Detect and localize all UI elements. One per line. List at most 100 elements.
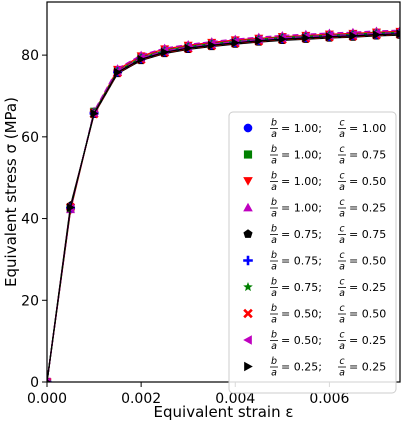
- series-line-10: [47, 33, 400, 382]
- svg-text:b: b: [271, 277, 277, 288]
- legend-marker: [243, 202, 253, 212]
- svg-text:c: c: [339, 250, 345, 261]
- svg-text:b: b: [271, 118, 277, 129]
- legend-c-over-a: = 0.25: [349, 334, 386, 347]
- legend-b-over-a: = 1.00;: [281, 149, 322, 162]
- legend-label: ba = 0.50; ca = 0.50: [270, 303, 386, 326]
- legend-marker: [243, 150, 253, 159]
- y-tick-label: 40: [21, 212, 39, 228]
- legend-marker: [243, 229, 253, 238]
- svg-text:b: b: [271, 171, 277, 182]
- legend-marker: [243, 177, 253, 186]
- data-point: [231, 38, 240, 48]
- legend-item: ba = 0.75; ca = 0.75: [243, 224, 386, 246]
- y-tick-label: 80: [21, 48, 39, 64]
- svg-text:c: c: [339, 197, 345, 208]
- legend-c-over-a: = 0.25: [349, 281, 386, 294]
- x-tick-label: 0.004: [215, 391, 255, 407]
- legend-label: ba = 1.00; ca = 0.50: [270, 171, 386, 193]
- svg-text:b: b: [271, 224, 277, 235]
- data-point: [396, 29, 400, 39]
- legend-marker: [243, 255, 253, 266]
- legend-marker: [243, 123, 253, 133]
- data-point: [90, 109, 99, 119]
- legend-c-over-a: = 0.75: [349, 228, 386, 241]
- legend-b-over-a: = 1.00;: [281, 202, 322, 215]
- y-axis-label: Equivalent stress σ (MPa): [2, 97, 20, 287]
- svg-text:a: a: [339, 262, 345, 273]
- legend-c-over-a: = 0.75: [349, 149, 386, 162]
- legend-item: ba = 1.00; ca = 0.50: [243, 171, 386, 193]
- legend-item: ba = 0.50; ca = 0.50: [243, 303, 386, 326]
- legend-c-over-a: = 0.25: [349, 202, 386, 215]
- legend-b-over-a: = 0.50;: [281, 308, 322, 321]
- x-tick-label: 0.000: [27, 391, 67, 407]
- y-tick-label: 0: [30, 375, 39, 391]
- legend-b-over-a: = 0.50;: [281, 334, 322, 347]
- series-layer: [47, 25, 400, 382]
- legend-label: ba = 0.50; ca = 0.25: [270, 330, 386, 352]
- svg-text:a: a: [271, 235, 277, 246]
- data-point: [255, 36, 264, 46]
- svg-text:a: a: [271, 341, 277, 352]
- legend-b-over-a: = 0.75;: [281, 255, 322, 268]
- svg-text:c: c: [339, 144, 345, 155]
- legend-label: ba = 0.75; ca = 0.75: [270, 224, 386, 246]
- legend-box: [228, 111, 397, 394]
- data-point: [302, 33, 311, 43]
- data-point: [184, 43, 193, 53]
- svg-text:a: a: [271, 182, 277, 193]
- svg-text:b: b: [271, 250, 277, 261]
- plot-frame: [46, 1, 401, 383]
- legend-item: ba = 1.00; ca = 0.25: [243, 197, 386, 220]
- legend-item: ba = 1.00; ca = 1.00: [243, 118, 386, 140]
- svg-text:a: a: [339, 129, 345, 140]
- svg-text:a: a: [271, 262, 277, 273]
- legend-c-over-a: = 0.50: [349, 255, 386, 268]
- legend-b-over-a: = 1.00;: [281, 175, 322, 188]
- data-point: [137, 54, 146, 64]
- legend-b-over-a: = 0.75;: [281, 281, 322, 294]
- legend-label: ba = 0.75; ca = 0.50: [270, 250, 386, 273]
- legend-c-over-a: = 1.00: [349, 122, 386, 135]
- legend-label: ba = 0.25; ca = 0.25: [270, 356, 386, 379]
- y-tick-label: 60: [21, 130, 39, 146]
- svg-text:a: a: [339, 368, 345, 379]
- svg-text:a: a: [339, 315, 345, 326]
- svg-text:c: c: [339, 171, 345, 182]
- data-point: [372, 30, 381, 40]
- svg-text:a: a: [339, 182, 345, 193]
- legend-b-over-a: = 0.75;: [281, 228, 322, 241]
- legend-label: ba = 1.00; ca = 1.00: [270, 118, 386, 140]
- svg-text:a: a: [271, 288, 277, 299]
- series-line-4: [47, 29, 400, 382]
- data-point: [66, 203, 76, 213]
- svg-text:c: c: [339, 118, 345, 129]
- legend-b-over-a: = 1.00;: [281, 122, 322, 135]
- legend-label: ba = 1.00; ca = 0.75: [270, 144, 386, 167]
- data-point: [161, 47, 170, 57]
- x-tick-label: 0.006: [309, 391, 349, 407]
- svg-text:a: a: [271, 209, 277, 220]
- svg-text:c: c: [339, 224, 345, 235]
- data-point: [278, 34, 287, 44]
- legend-c-over-a: = 0.25: [349, 361, 386, 374]
- legend-label: ba = 1.00; ca = 0.25: [270, 197, 386, 220]
- data-point: [325, 32, 334, 42]
- legend-marker: [244, 361, 253, 372]
- data-point: [349, 31, 358, 41]
- legend-c-over-a: = 0.50: [349, 308, 386, 321]
- legend-item: ba = 1.00; ca = 0.75: [243, 144, 386, 167]
- legend-marker: [243, 335, 252, 345]
- legend-c-over-a: = 0.50: [349, 175, 386, 188]
- svg-text:c: c: [339, 277, 345, 288]
- legend-item: ba = 0.75; ca = 0.25: [243, 277, 386, 299]
- svg-text:a: a: [339, 235, 345, 246]
- svg-text:c: c: [339, 356, 345, 367]
- axis-ticks: 0.000 0.002 0.004 0.006 0 20 40 60 80: [21, 48, 349, 407]
- x-tick-label: 0.002: [121, 391, 161, 407]
- legend-label: ba = 0.75; ca = 0.25: [270, 277, 386, 299]
- data-point: [114, 67, 123, 77]
